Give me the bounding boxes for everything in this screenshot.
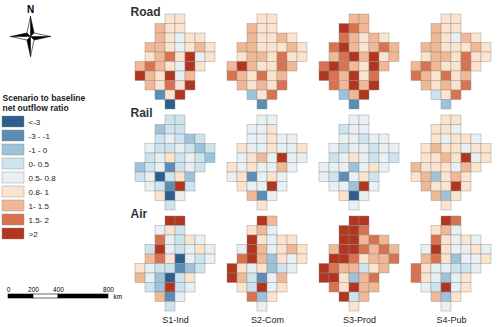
- svg-text:Road: Road: [131, 5, 161, 19]
- svg-text:net outflow ratio: net outflow ratio: [3, 103, 69, 113]
- svg-text:Rail: Rail: [131, 106, 153, 120]
- svg-text:S2-Com: S2-Com: [251, 315, 284, 325]
- svg-text:Scenario to baseline: Scenario to baseline: [3, 93, 86, 103]
- svg-text:0.8- 1: 0.8- 1: [29, 188, 50, 197]
- svg-text:-1 - 0: -1 - 0: [29, 146, 48, 155]
- svg-text:800: 800: [103, 286, 114, 293]
- svg-text:400: 400: [53, 286, 64, 293]
- svg-text:-3 - -1: -3 - -1: [29, 132, 51, 141]
- svg-text:S4-Pub: S4-Pub: [436, 315, 466, 325]
- svg-text:1.5- 2: 1.5- 2: [29, 216, 50, 225]
- svg-text:0: 0: [7, 286, 11, 293]
- svg-text:200: 200: [28, 286, 39, 293]
- svg-text:S3-Prod: S3-Prod: [343, 315, 376, 325]
- svg-text:S1-Ind: S1-Ind: [162, 315, 189, 325]
- svg-text:0.5- 0.8: 0.5- 0.8: [29, 174, 57, 183]
- svg-text:<-3: <-3: [29, 118, 41, 127]
- svg-text:km: km: [114, 293, 123, 300]
- svg-text:1- 1.5: 1- 1.5: [29, 202, 50, 211]
- svg-text:N: N: [27, 4, 34, 15]
- svg-text:0- 0.5: 0- 0.5: [29, 160, 50, 169]
- svg-text:Air: Air: [131, 207, 148, 221]
- svg-text:>2: >2: [29, 230, 39, 239]
